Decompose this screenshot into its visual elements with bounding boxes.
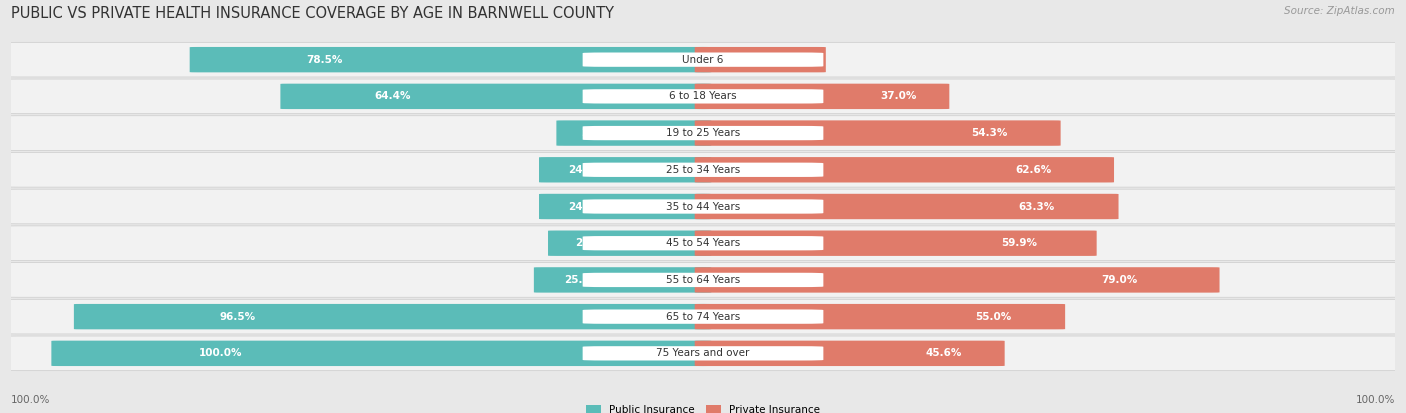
FancyBboxPatch shape bbox=[582, 89, 824, 104]
FancyBboxPatch shape bbox=[582, 126, 824, 140]
FancyBboxPatch shape bbox=[1, 116, 1405, 150]
FancyBboxPatch shape bbox=[538, 194, 711, 219]
Text: 65 to 74 Years: 65 to 74 Years bbox=[666, 312, 740, 322]
Text: 100.0%: 100.0% bbox=[1355, 395, 1395, 405]
FancyBboxPatch shape bbox=[582, 273, 824, 287]
FancyBboxPatch shape bbox=[695, 267, 1219, 293]
FancyBboxPatch shape bbox=[695, 341, 1005, 366]
Text: 25.0%: 25.0% bbox=[564, 275, 600, 285]
FancyBboxPatch shape bbox=[582, 346, 824, 361]
FancyBboxPatch shape bbox=[52, 341, 711, 366]
Text: 19 to 25 Years: 19 to 25 Years bbox=[666, 128, 740, 138]
Text: 45.6%: 45.6% bbox=[925, 348, 962, 358]
Text: 24.2%: 24.2% bbox=[568, 165, 605, 175]
Text: 79.0%: 79.0% bbox=[1102, 275, 1137, 285]
FancyBboxPatch shape bbox=[190, 47, 711, 72]
Text: Source: ZipAtlas.com: Source: ZipAtlas.com bbox=[1284, 6, 1395, 16]
Text: 45 to 54 Years: 45 to 54 Years bbox=[666, 238, 740, 248]
Text: 59.9%: 59.9% bbox=[1001, 238, 1038, 248]
FancyBboxPatch shape bbox=[695, 230, 1097, 256]
Text: PUBLIC VS PRIVATE HEALTH INSURANCE COVERAGE BY AGE IN BARNWELL COUNTY: PUBLIC VS PRIVATE HEALTH INSURANCE COVER… bbox=[11, 6, 614, 21]
FancyBboxPatch shape bbox=[695, 120, 1060, 146]
FancyBboxPatch shape bbox=[557, 120, 711, 146]
FancyBboxPatch shape bbox=[582, 236, 824, 250]
FancyBboxPatch shape bbox=[695, 304, 1066, 329]
Text: 25 to 34 Years: 25 to 34 Years bbox=[666, 165, 740, 175]
FancyBboxPatch shape bbox=[695, 157, 1114, 183]
FancyBboxPatch shape bbox=[534, 267, 711, 293]
Text: 78.5%: 78.5% bbox=[307, 55, 343, 65]
FancyBboxPatch shape bbox=[695, 194, 1119, 219]
FancyBboxPatch shape bbox=[695, 84, 949, 109]
Legend: Public Insurance, Private Insurance: Public Insurance, Private Insurance bbox=[581, 401, 825, 413]
Text: 17.8%: 17.8% bbox=[779, 55, 815, 65]
FancyBboxPatch shape bbox=[582, 309, 824, 324]
Text: 55 to 64 Years: 55 to 64 Years bbox=[666, 275, 740, 285]
FancyBboxPatch shape bbox=[582, 199, 824, 214]
FancyBboxPatch shape bbox=[1, 299, 1405, 334]
FancyBboxPatch shape bbox=[1, 152, 1405, 187]
Text: 24.2%: 24.2% bbox=[568, 202, 605, 211]
FancyBboxPatch shape bbox=[1, 226, 1405, 261]
Text: 22.8%: 22.8% bbox=[575, 238, 612, 248]
FancyBboxPatch shape bbox=[75, 304, 711, 329]
FancyBboxPatch shape bbox=[538, 157, 711, 183]
FancyBboxPatch shape bbox=[582, 52, 824, 67]
FancyBboxPatch shape bbox=[1, 336, 1405, 371]
Text: Under 6: Under 6 bbox=[682, 55, 724, 65]
Text: 62.6%: 62.6% bbox=[1015, 165, 1052, 175]
FancyBboxPatch shape bbox=[582, 163, 824, 177]
Text: 75 Years and over: 75 Years and over bbox=[657, 348, 749, 358]
FancyBboxPatch shape bbox=[548, 230, 711, 256]
Text: 64.4%: 64.4% bbox=[374, 91, 411, 101]
FancyBboxPatch shape bbox=[1, 42, 1405, 77]
Text: 100.0%: 100.0% bbox=[198, 348, 242, 358]
Text: 96.5%: 96.5% bbox=[219, 312, 256, 322]
Text: 100.0%: 100.0% bbox=[11, 395, 51, 405]
Text: 21.5%: 21.5% bbox=[581, 128, 617, 138]
Text: 35 to 44 Years: 35 to 44 Years bbox=[666, 202, 740, 211]
Text: 63.3%: 63.3% bbox=[1019, 202, 1054, 211]
FancyBboxPatch shape bbox=[695, 47, 825, 72]
Text: 6 to 18 Years: 6 to 18 Years bbox=[669, 91, 737, 101]
Text: 55.0%: 55.0% bbox=[974, 312, 1011, 322]
FancyBboxPatch shape bbox=[1, 79, 1405, 114]
FancyBboxPatch shape bbox=[1, 189, 1405, 224]
Text: 54.3%: 54.3% bbox=[972, 128, 1008, 138]
FancyBboxPatch shape bbox=[1, 263, 1405, 297]
Text: 37.0%: 37.0% bbox=[880, 91, 917, 101]
FancyBboxPatch shape bbox=[280, 84, 711, 109]
